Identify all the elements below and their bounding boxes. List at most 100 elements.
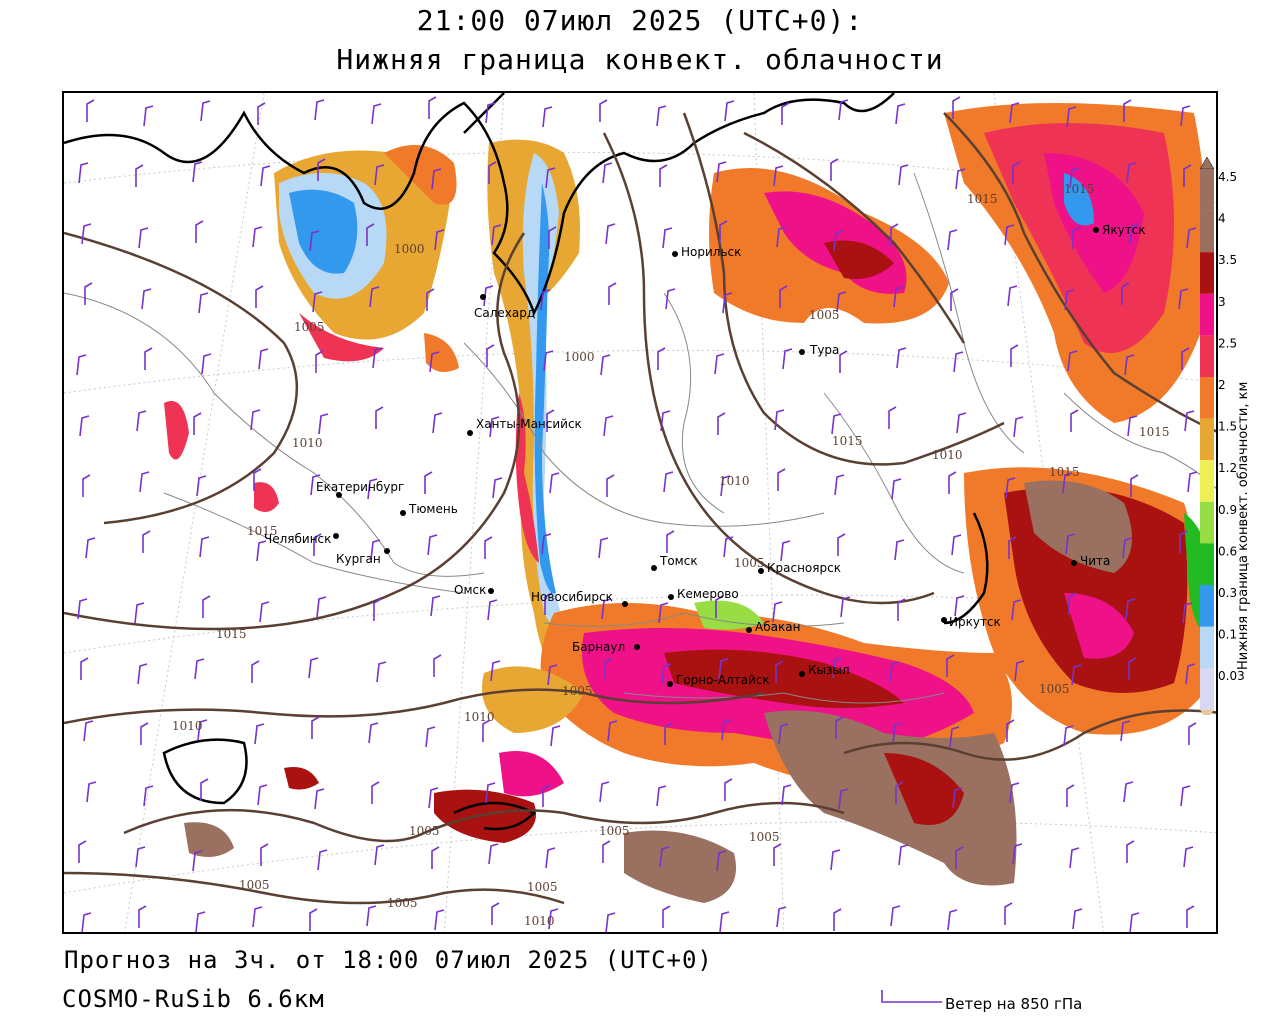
wind-barb bbox=[1128, 657, 1137, 680]
wind-barb bbox=[200, 100, 211, 122]
wind-barb bbox=[370, 539, 381, 561]
wind-barb bbox=[260, 843, 269, 866]
city-krasnoyarsk: Красноярск bbox=[758, 561, 841, 575]
wind-barb bbox=[1006, 719, 1015, 742]
svg-text:Барнаул: Барнаул bbox=[572, 640, 625, 654]
wind-barb bbox=[948, 471, 957, 494]
wind-barb bbox=[714, 353, 725, 375]
wind-barb bbox=[311, 716, 320, 739]
wind-barb bbox=[721, 719, 732, 741]
city-khanty-mansiysk: Ханты-Мансийск bbox=[467, 417, 582, 436]
wind-barb bbox=[252, 226, 263, 248]
wind-barb bbox=[426, 288, 435, 311]
svg-text:Норильск: Норильск bbox=[681, 245, 741, 259]
wind-barb bbox=[139, 471, 150, 493]
wind-barb bbox=[312, 291, 323, 313]
wind-barb bbox=[81, 912, 92, 932]
wind-barb bbox=[142, 530, 151, 553]
wind-barb bbox=[1072, 908, 1083, 930]
wind-barb bbox=[199, 536, 210, 558]
cloud-field-altai-sayan bbox=[482, 600, 1017, 886]
city-chita: Чита bbox=[1071, 554, 1110, 568]
wind-barb bbox=[195, 911, 206, 932]
wind-barb bbox=[1185, 663, 1196, 685]
wind-barb bbox=[603, 415, 614, 437]
wind-barb bbox=[254, 723, 265, 745]
cities: Салехард Норильск Тура Якутск Ханты-Манс… bbox=[264, 223, 1146, 687]
wind-barb bbox=[194, 658, 205, 680]
wind-barb bbox=[197, 719, 208, 741]
wind-barb bbox=[897, 598, 906, 621]
svg-text:Салехард: Салехард bbox=[474, 306, 535, 320]
colorbar-swatch bbox=[1200, 626, 1214, 669]
wind-barb bbox=[1063, 725, 1074, 747]
wind-barb bbox=[1127, 415, 1138, 437]
wind-barb bbox=[140, 722, 149, 745]
wind-barb bbox=[661, 663, 672, 685]
wind-barb bbox=[255, 285, 264, 308]
wind-barb bbox=[946, 654, 955, 677]
wind-barb bbox=[81, 223, 92, 245]
wind-barb bbox=[1123, 781, 1134, 803]
wind-barb bbox=[260, 165, 271, 187]
wind-barb bbox=[776, 906, 787, 928]
wind-barb bbox=[891, 478, 902, 500]
wind-barb bbox=[956, 412, 967, 434]
wind-barb bbox=[835, 716, 844, 739]
colorbar-swatch bbox=[1200, 585, 1214, 627]
svg-text:Кызыл: Кызыл bbox=[808, 663, 850, 677]
wind-barb bbox=[830, 849, 841, 871]
wind-barb bbox=[1004, 224, 1015, 246]
wind-barb bbox=[1070, 409, 1079, 432]
wind-barb bbox=[257, 784, 268, 806]
wind-barb bbox=[780, 540, 791, 562]
wind-barb bbox=[781, 102, 790, 125]
wind-barb bbox=[424, 471, 433, 494]
wind-barb bbox=[898, 164, 909, 186]
wind-barb bbox=[947, 229, 958, 251]
wind-barb bbox=[604, 657, 613, 680]
wind-barb bbox=[953, 351, 964, 373]
wind-barb bbox=[433, 654, 442, 677]
wind-barb bbox=[952, 787, 963, 809]
wind-barb bbox=[314, 99, 325, 121]
colorbar-swatch bbox=[1200, 169, 1214, 211]
wind-barb bbox=[659, 164, 668, 187]
wind-barb bbox=[1124, 354, 1135, 376]
wind-barb bbox=[1067, 350, 1078, 372]
forecast-info: Прогноз на 3ч. от 18:00 07июл 2025 (UTC+… bbox=[64, 946, 713, 974]
wind-barb bbox=[542, 784, 551, 807]
wind-barb bbox=[369, 286, 380, 308]
wind-barb bbox=[486, 344, 495, 367]
wind-barb bbox=[428, 787, 439, 809]
wind-barb bbox=[895, 781, 904, 804]
wind-barb bbox=[718, 658, 729, 680]
wind-barb bbox=[431, 168, 442, 190]
svg-text:Томск: Томск bbox=[659, 554, 698, 568]
wind-barb bbox=[196, 475, 207, 497]
wind-barb bbox=[898, 844, 909, 866]
wind-barb bbox=[782, 348, 793, 370]
colorbar-tick-label: 2.5 bbox=[1218, 336, 1237, 350]
city-irkutsk: Иркутск bbox=[941, 615, 1001, 629]
wind-barb bbox=[1129, 912, 1140, 932]
wind-barb bbox=[195, 220, 204, 243]
wind-barb bbox=[719, 911, 730, 932]
wind-barb bbox=[309, 908, 318, 931]
wind-barb bbox=[1071, 664, 1082, 686]
colorbar-tick-label: 0.03 bbox=[1218, 669, 1245, 683]
colorbar-swatch bbox=[1200, 335, 1214, 377]
wind-barb bbox=[1005, 477, 1016, 499]
wind-barb bbox=[662, 227, 673, 249]
isobar-label: 1005 bbox=[749, 830, 780, 844]
wind-barb bbox=[1122, 537, 1133, 559]
map-title-time: 21:00 07июл 2025 (UTC+0): bbox=[416, 4, 864, 37]
wind-barb bbox=[374, 164, 385, 186]
wind-barb bbox=[724, 778, 733, 801]
wind-barb bbox=[660, 410, 671, 432]
isobar-label: 1010 bbox=[464, 710, 495, 724]
wind-barb bbox=[1012, 843, 1023, 865]
wind-barb bbox=[308, 657, 319, 679]
city-tyumen: Тюмень bbox=[400, 502, 458, 516]
wind-barb bbox=[201, 353, 212, 375]
